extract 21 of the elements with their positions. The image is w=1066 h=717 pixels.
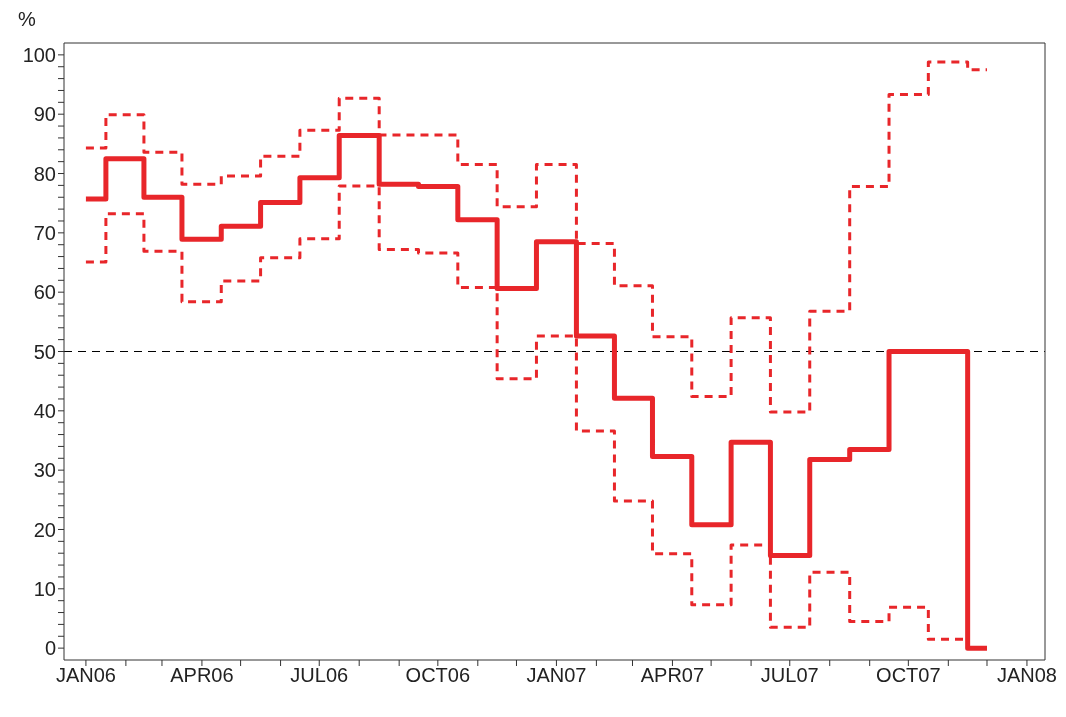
y-tick-label: 90 [33,103,56,126]
y-tick-label: 100 [22,43,56,66]
x-tick-label: JAN06 [55,664,116,687]
y-tick-label: 0 [44,637,56,660]
x-tick-label: OCT07 [876,664,941,687]
y-tick-label: 10 [33,577,56,600]
y-tick-label: 80 [33,162,56,185]
x-tick-label: APR06 [170,664,234,687]
x-tick-label: APR07 [640,664,705,687]
y-tick-label: 60 [33,281,56,304]
y-tick-label: 70 [33,221,56,244]
x-tick-label: JAN07 [526,664,587,687]
x-tick-label: JUL06 [290,664,349,687]
y-tick-label: 30 [33,459,56,482]
x-tick-label: JAN08 [996,664,1057,687]
y-tick-label: 20 [33,518,56,541]
y-axis-title: % [18,8,36,31]
x-tick-label: JUL07 [760,664,819,687]
y-tick-label: 40 [33,399,56,422]
x-tick-label: OCT06 [405,664,471,687]
y-tick-label: 50 [33,340,56,363]
